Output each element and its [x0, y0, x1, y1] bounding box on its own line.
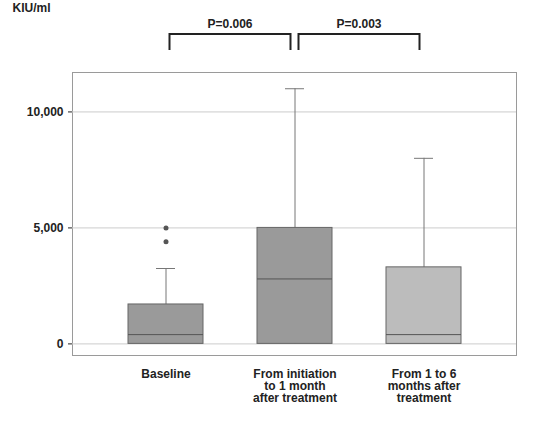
svg-text:Baseline: Baseline [141, 367, 191, 381]
svg-text:KIU/ml: KIU/ml [13, 1, 51, 15]
svg-text:0: 0 [57, 337, 64, 351]
svg-text:From 1 to 6months aftertreatme: From 1 to 6months aftertreatment [388, 367, 461, 405]
svg-text:P=0.003: P=0.003 [336, 17, 381, 31]
svg-text:5,000: 5,000 [33, 221, 63, 235]
svg-text:P=0.006: P=0.006 [207, 17, 252, 31]
svg-text:10,000: 10,000 [27, 105, 64, 119]
svg-text:From initiationto 1 monthafter: From initiationto 1 monthafter treatment [253, 367, 337, 405]
